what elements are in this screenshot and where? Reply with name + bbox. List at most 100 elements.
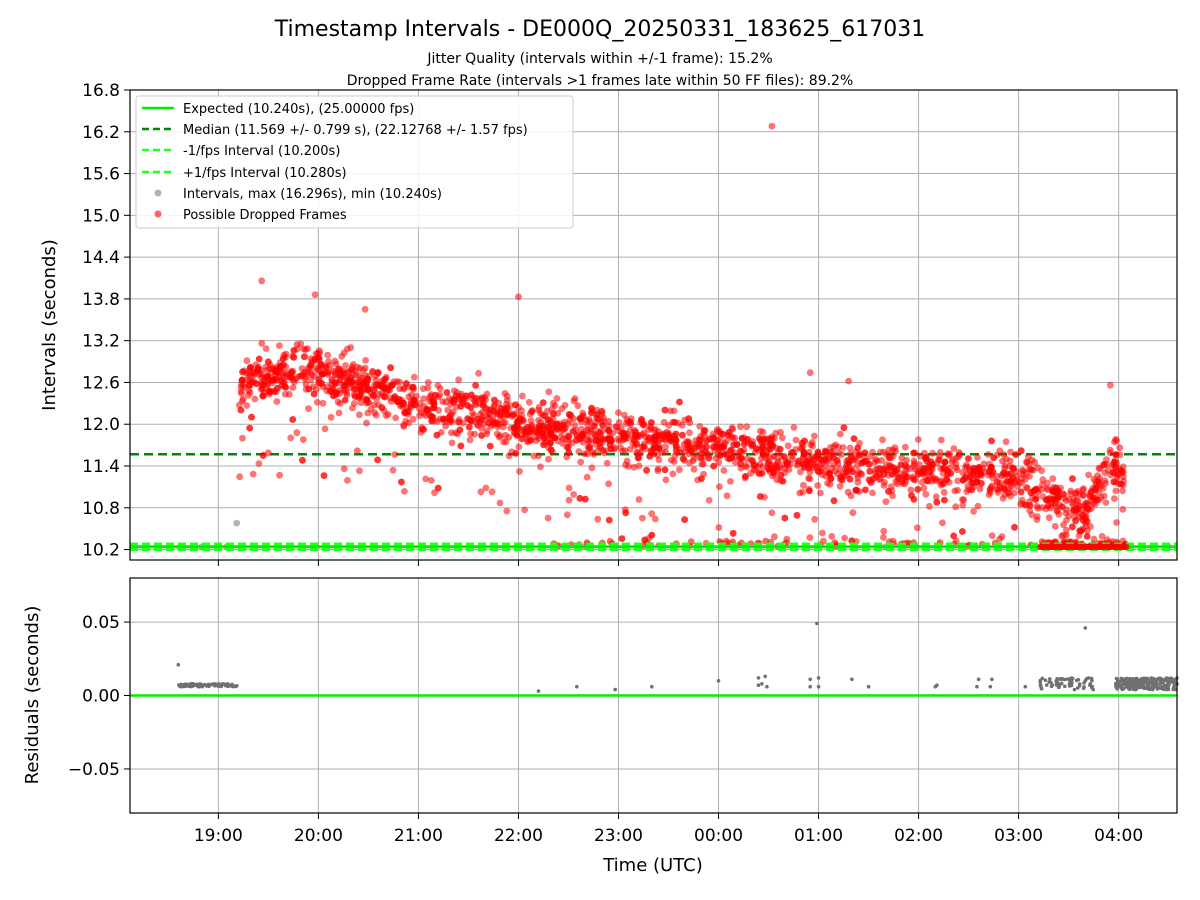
- dropped-frame-point: [361, 364, 369, 372]
- dropped-frame-point: [299, 456, 306, 464]
- dropped-frame-point: [627, 418, 634, 426]
- dropped-frame-point: [910, 496, 918, 503]
- dropped-frame-point: [1106, 381, 1114, 389]
- dropped-frame-point: [327, 387, 335, 395]
- residual-point: [176, 662, 181, 667]
- dropped-frame-point: [797, 468, 804, 476]
- dropped-frame-point: [264, 358, 272, 366]
- dropped-frame-point: [743, 423, 751, 431]
- dropped-frame-point: [249, 470, 257, 478]
- dropped-frame-point: [1028, 456, 1036, 464]
- dropped-frame-point: [262, 363, 270, 371]
- dropped-frame-point: [398, 478, 405, 486]
- dropped-frame-point: [828, 533, 836, 540]
- dropped-frame-point: [239, 368, 247, 376]
- dropped-frame-point: [661, 436, 669, 443]
- dropped-frame-point: [431, 489, 438, 497]
- dropped-frame-point: [246, 424, 254, 432]
- dropped-frame-point: [252, 380, 260, 388]
- dropped-frame-point: [625, 462, 632, 470]
- dropped-frame-point: [544, 514, 552, 522]
- dropped-frame-point: [684, 444, 692, 452]
- dropped-frame-point: [785, 466, 793, 473]
- dropped-frame-point: [344, 345, 351, 353]
- dropped-frame-point: [862, 486, 869, 494]
- dropped-frame-point: [1111, 495, 1118, 502]
- dropped-frame-point: [391, 393, 399, 400]
- dropped-frame-point: [679, 431, 686, 439]
- x-tick-label: 00:00: [694, 826, 743, 846]
- dropped-frame-point: [844, 488, 852, 496]
- dropped-frame-point: [621, 447, 629, 455]
- dropped-frame-point: [577, 458, 585, 466]
- dropped-frame-point: [465, 423, 473, 431]
- dropped-frame-point: [662, 443, 669, 451]
- dropped-frame-point: [850, 435, 858, 442]
- dropped-frame-point: [405, 419, 413, 427]
- dropped-frame-point: [596, 443, 604, 451]
- dropped-frame-point: [618, 535, 626, 542]
- dropped-frame-point: [342, 362, 349, 369]
- residual-point: [988, 684, 993, 689]
- dropped-frame-point: [1101, 477, 1109, 485]
- dropped-frame-point: [969, 479, 977, 487]
- dropped-frame-point: [849, 509, 857, 517]
- dropped-frame-point: [987, 483, 995, 491]
- residual-point: [1040, 676, 1045, 681]
- dropped-frame-point: [845, 377, 852, 385]
- y-tick-label: 12.6: [82, 373, 120, 393]
- y-tick-label: 16.2: [82, 123, 120, 143]
- dropped-frame-point: [889, 471, 896, 478]
- dropped-frame-point: [814, 448, 822, 456]
- dropped-frame-point: [642, 433, 650, 441]
- dropped-frame-point: [1112, 436, 1120, 443]
- dropped-frame-point: [281, 372, 288, 380]
- dropped-frame-point: [304, 370, 311, 377]
- dropped-frame-point: [1072, 517, 1079, 525]
- residual-point: [1126, 684, 1131, 689]
- dropped-frame-point: [976, 485, 984, 493]
- dropped-frame-point: [623, 457, 631, 465]
- dropped-frame-point: [648, 531, 656, 539]
- dropped-frame-point: [321, 425, 329, 433]
- intervals-y-label: Intervals (seconds): [39, 239, 60, 411]
- dropped-frame-point: [939, 519, 946, 527]
- dropped-frame-point: [737, 460, 744, 468]
- dropped-frame-point: [402, 380, 410, 387]
- dropped-frame-point: [880, 448, 888, 456]
- dropped-frame-point: [626, 426, 634, 434]
- y-tick-label: 15.0: [82, 206, 120, 226]
- dropped-frame-point: [747, 469, 755, 477]
- dropped-frame-point: [1010, 489, 1018, 497]
- dropped-frame-point: [1023, 458, 1031, 466]
- dropped-frame-point: [336, 390, 344, 397]
- dropped-frame-point: [948, 458, 956, 466]
- residual-point: [214, 683, 218, 687]
- dropped-frame-point: [322, 364, 330, 371]
- dropped-frame-point: [471, 430, 478, 438]
- dropped-frame-point: [974, 502, 982, 510]
- dropped-frame-point: [910, 462, 918, 470]
- residual-point: [1153, 677, 1157, 682]
- dropped-frame-point: [650, 427, 658, 435]
- dropped-frame-point: [1049, 475, 1057, 483]
- dropped-frame-point: [1072, 489, 1080, 497]
- dropped-frame-point: [363, 419, 370, 427]
- dropped-frame-point: [1085, 471, 1092, 479]
- dropped-frame-point: [914, 436, 922, 443]
- dropped-frame-point: [247, 363, 254, 371]
- y-tick-label: 16.8: [82, 81, 120, 101]
- dropped-frame-point: [446, 416, 454, 424]
- dropped-frame-point: [293, 341, 301, 348]
- dropped-frame-point: [836, 430, 844, 438]
- dropped-frame-point: [970, 508, 977, 515]
- residual-point: [536, 689, 541, 693]
- residual-point: [1164, 687, 1169, 692]
- residual-point: [1049, 684, 1054, 688]
- residual-point: [1172, 683, 1177, 687]
- dropped-frame-point: [371, 409, 379, 417]
- dropped-frame-point: [1098, 533, 1106, 540]
- dropped-frame-point: [645, 426, 652, 434]
- dropped-frame-point: [954, 477, 962, 485]
- x-tick-label: 02:00: [894, 826, 943, 846]
